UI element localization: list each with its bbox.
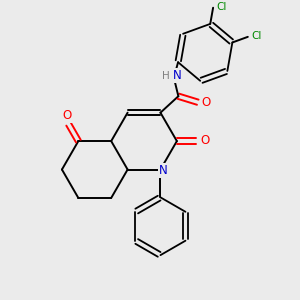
Text: O: O [62, 110, 72, 122]
Text: O: O [202, 96, 211, 109]
Text: O: O [200, 134, 209, 147]
Text: N: N [158, 164, 167, 177]
Text: N: N [173, 69, 182, 82]
Text: Cl: Cl [252, 31, 262, 41]
Text: Cl: Cl [217, 2, 227, 12]
Text: H: H [162, 70, 170, 81]
